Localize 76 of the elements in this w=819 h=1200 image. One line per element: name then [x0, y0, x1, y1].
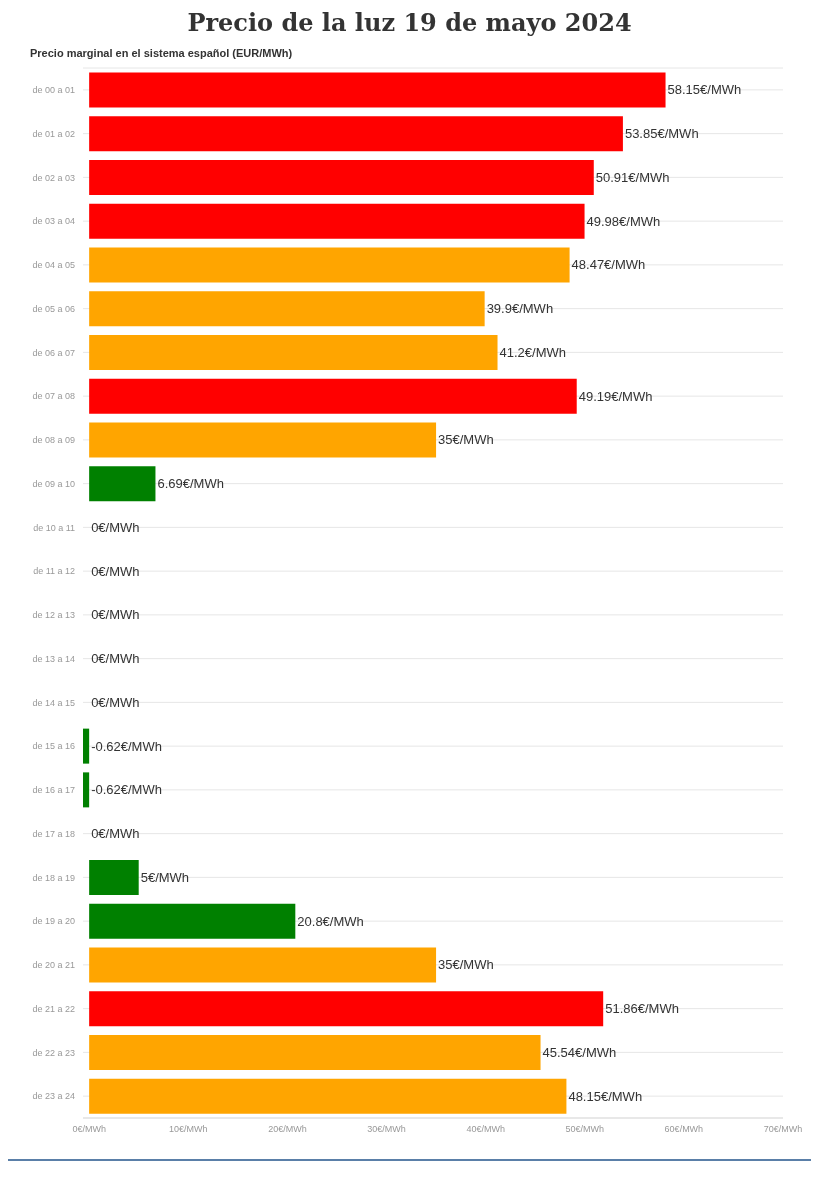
chart-title: Precio de la luz 19 de mayo 2024: [186, 8, 633, 37]
bar: [89, 378, 577, 414]
data-label: 58.15€/MWh: [667, 82, 742, 98]
data-label: 49.19€/MWh: [578, 388, 653, 404]
data-label: 51.86€/MWh: [605, 1001, 679, 1017]
bar: [89, 947, 437, 983]
data-label: 0€/MWh: [91, 607, 140, 623]
x-tick-label: 10€/MWh: [169, 1124, 208, 1135]
data-label: 49.98€/MWh: [586, 213, 661, 229]
bar: [83, 728, 90, 764]
y-tick-label: de 22 a 23: [32, 1047, 75, 1058]
bar: [89, 991, 604, 1027]
x-tick-label: 60€/MWh: [664, 1124, 704, 1135]
data-label: 45.54€/MWh: [542, 1044, 617, 1060]
y-tick-label: de 15 a 16: [32, 741, 75, 752]
bar: [89, 334, 498, 370]
data-label: -0.62€/MWh: [91, 782, 162, 798]
bar: [89, 116, 623, 152]
data-label: 50.91€/MWh: [595, 169, 670, 185]
y-tick-label: de 05 a 06: [32, 303, 75, 314]
bar: [89, 159, 594, 195]
y-tick-label: de 17 a 18: [32, 828, 75, 839]
bar: [89, 1034, 541, 1070]
bar: [83, 772, 90, 808]
data-label: 5€/MWh: [140, 869, 190, 885]
y-tick-label: de 10 a 11: [33, 522, 75, 533]
y-tick-label: de 09 a 10: [32, 478, 75, 489]
data-label: 0€/MWh: [91, 651, 140, 667]
bar: [89, 72, 666, 108]
data-label: 0€/MWh: [91, 519, 140, 535]
data-label: 20.8€/MWh: [297, 913, 364, 929]
data-label: 0€/MWh: [91, 563, 140, 579]
y-tick-label: de 18 a 19: [32, 872, 75, 883]
y-tick-label: de 08 a 09: [32, 435, 75, 446]
bar: [89, 466, 156, 502]
data-label: 6.69€/MWh: [157, 476, 224, 492]
y-tick-label: de 23 a 24: [32, 1091, 75, 1102]
y-tick-label: de 00 a 01: [32, 85, 75, 96]
x-tick-label: 0€/MWh: [72, 1124, 106, 1135]
bar: [89, 247, 570, 283]
data-label: 0€/MWh: [91, 694, 140, 710]
y-tick-label: de 01 a 02: [32, 128, 75, 139]
data-label: 0€/MWh: [91, 826, 140, 842]
data-label: 53.85€/MWh: [624, 126, 699, 142]
bar: [89, 203, 585, 239]
data-label: 41.2€/MWh: [499, 344, 567, 360]
bar: [89, 291, 485, 327]
y-tick-label: de 19 a 20: [32, 916, 75, 927]
data-label: 35€/MWh: [438, 957, 494, 973]
bar: [89, 903, 296, 939]
bar: [89, 859, 139, 895]
x-tick-label: 30€/MWh: [367, 1124, 406, 1135]
y-tick-label: de 11 a 12: [33, 566, 75, 577]
y-tick-label: de 07 a 08: [32, 391, 75, 402]
y-tick-label: de 06 a 07: [32, 347, 75, 358]
y-tick-label: de 21 a 22: [32, 1003, 75, 1014]
x-tick-label: 20€/MWh: [268, 1124, 307, 1135]
data-label: -0.62€/MWh: [91, 738, 162, 754]
bar: [89, 422, 437, 458]
y-tick-label: de 20 a 21: [32, 960, 75, 971]
data-label: 48.15€/MWh: [568, 1088, 643, 1104]
chart-subtitle: Precio marginal en el sistema español (EUR/MWh): [30, 47, 294, 59]
y-tick-label: de 13 a 14: [32, 653, 75, 664]
y-tick-label: de 02 a 03: [32, 172, 75, 183]
data-label: 48.47€/MWh: [571, 257, 646, 273]
bar: [89, 1078, 567, 1114]
y-tick-label: de 04 a 05: [32, 260, 75, 271]
x-tick-label: 70€/MWh: [763, 1124, 803, 1135]
y-tick-label: de 16 a 17: [32, 785, 75, 796]
y-tick-label: de 12 a 13: [32, 610, 75, 621]
y-tick-label: de 03 a 04: [32, 216, 75, 227]
x-tick-label: 50€/MWh: [565, 1124, 605, 1135]
data-label: 35€/MWh: [438, 432, 494, 448]
data-label: 39.9€/MWh: [486, 301, 554, 317]
x-tick-label: 40€/MWh: [466, 1124, 505, 1135]
y-tick-label: de 14 a 15: [32, 697, 75, 708]
